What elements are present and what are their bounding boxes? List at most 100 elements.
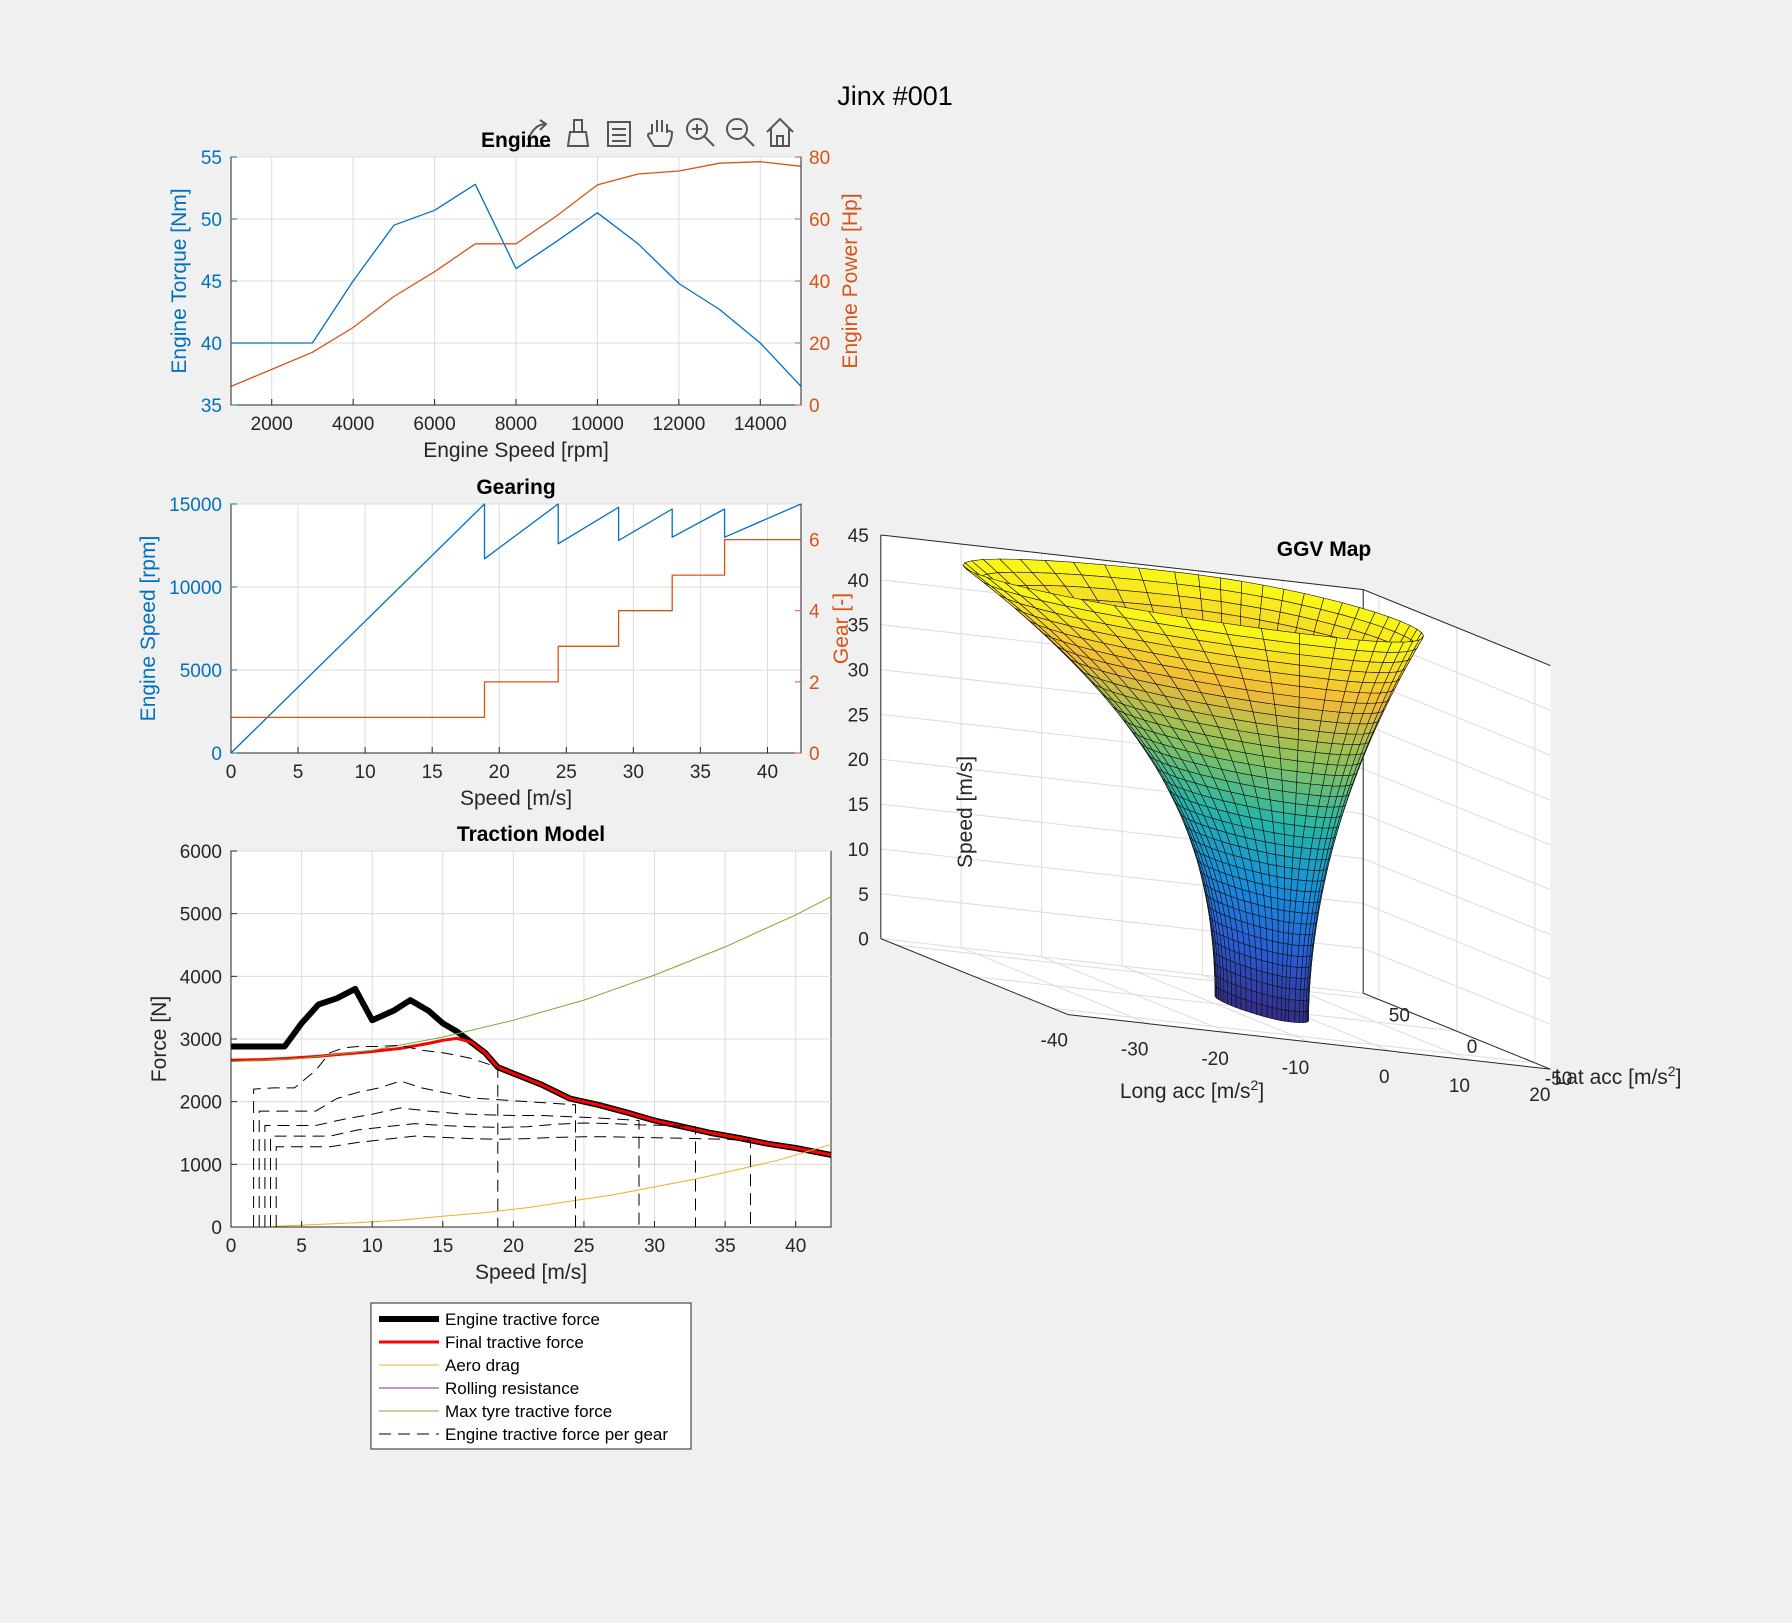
pan-icon[interactable] [648,120,672,146]
surface-patch [1290,978,1297,990]
x-tick-label: 40 [757,762,778,783]
surface-patch [1250,957,1256,970]
plot-area[interactable] [231,504,801,753]
brush-icon[interactable] [568,120,588,146]
z-tick-label: 20 [848,750,869,771]
surface-patch [1278,953,1283,965]
x-tick-label: -10 [1282,1058,1309,1079]
legend-entry: Final tractive force [445,1333,584,1352]
z-axis-label: Speed [m/s] [954,756,977,868]
surface-patch [1295,1011,1300,1022]
x-tick-label: 10 [355,762,376,783]
x-tick-label: 20 [503,1236,524,1257]
surface-patch [1227,982,1231,995]
chart-title: Traction Model [457,823,605,846]
x-tick-label: 4000 [332,414,374,435]
surface-patch [1306,805,1319,817]
x-tick-label: 40 [785,1236,806,1257]
x-tick-label: 20 [489,762,510,783]
y-tick-label: 3000 [180,1030,222,1051]
surface-patch [1224,991,1228,1004]
surface-patch [1273,974,1278,986]
surface-patch [1278,942,1283,954]
x-tick-label: 12000 [652,414,705,435]
surface-patch [1284,889,1291,901]
surface-patch [1289,989,1296,1001]
surface-patch [1241,987,1246,1000]
surface-patch [1301,848,1312,860]
surface-patch [1296,891,1305,903]
surface-patch [1264,895,1272,908]
bracket: ] [1676,1066,1682,1089]
surface-patch [1277,866,1285,878]
y-tick-label: 0 [1467,1037,1478,1058]
z-tick-label: 30 [848,661,869,682]
surface-patch [1246,1000,1251,1013]
surface-patch [1305,816,1317,828]
x-tick-label: 2000 [251,414,293,435]
surface-patch [1291,956,1298,968]
surface-patch [1316,742,1332,754]
y-tick-label-right: 60 [809,210,830,231]
home-icon[interactable] [767,119,793,146]
surface-patch [1285,878,1292,890]
legend-entry: Max tyre tractive force [445,1402,612,1421]
x-axis-label: Engine Speed [rpm] [423,439,609,462]
surface-patch [1272,930,1278,942]
surface-patch [1268,864,1277,877]
surface-patch [1236,985,1241,998]
y-tick-label-right: 20 [809,334,830,355]
z-tick-label: 10 [848,840,869,861]
y-tick-label: 10000 [169,578,222,599]
zoom-out-icon[interactable] [727,119,754,146]
surface-patch [1276,855,1285,867]
x-tick-label: 8000 [495,414,537,435]
surface-patch [1272,1007,1277,1019]
surface-patch [1284,824,1295,836]
surface-patch [1296,978,1301,989]
x-tick-label: 0 [1379,1067,1390,1088]
surface-patch [1257,1003,1262,1016]
y-tick-label-right: 80 [809,148,830,169]
zoom-in-icon[interactable] [687,119,714,146]
surface-patch [1284,922,1290,934]
surface-patch [1282,987,1286,999]
surface-patch [1285,999,1289,1011]
y-tick-label: 0 [211,744,222,765]
surface-patch [1348,671,1366,682]
y-tick-label: 45 [201,272,222,293]
figure-title: Jinx #001 [837,81,953,111]
surface-patch [1267,951,1273,963]
surface-patch [1281,1009,1285,1021]
surface-patch [1256,959,1262,972]
legend-icon[interactable] [608,122,630,146]
surface-patch [1263,884,1271,897]
surface-patch [1262,1005,1267,1018]
surface-patch [1251,968,1257,981]
surface-patch [1257,981,1263,994]
surface-patch [1303,826,1315,838]
surface-patch [1285,856,1293,868]
superscript: 2 [1251,1077,1259,1093]
surface-patch [1293,836,1303,848]
y-tick-label: 50 [1389,1006,1410,1027]
surface-patch [1221,990,1224,1003]
surface-patch [1266,929,1272,942]
x-tick-label: 35 [715,1236,736,1257]
surface-patch [1351,661,1370,673]
surface-patch [1311,773,1325,785]
x-tick-label: 5 [296,1236,307,1257]
z-tick-label: 25 [848,705,869,726]
surface-patch [1284,900,1290,912]
surface-patch [1246,977,1252,990]
z-tick-label: 35 [848,616,869,637]
y-tick-label: 6000 [180,842,222,863]
surface-patch [1261,938,1267,951]
y-tick-label-right: 4 [809,602,820,623]
surface-patch [1353,650,1373,662]
x-tick-label: 10 [1449,1076,1470,1097]
surface-patch [1299,858,1309,870]
